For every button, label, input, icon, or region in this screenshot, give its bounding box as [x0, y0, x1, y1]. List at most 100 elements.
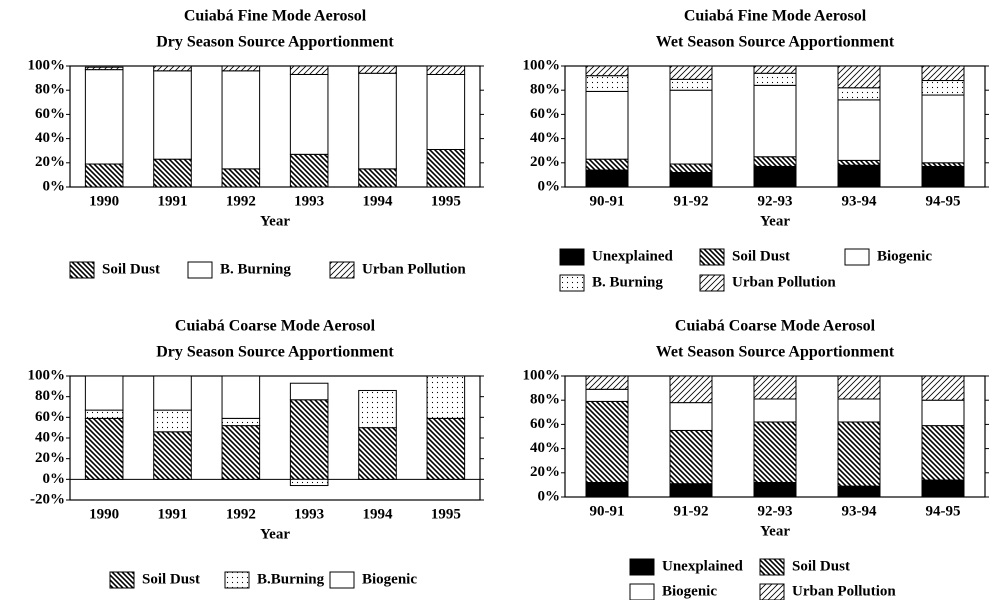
x-tick-label: 1990 [89, 506, 119, 522]
chart-title: Cuiabá Coarse Mode Aerosol [175, 318, 376, 335]
chart-subtitle: Wet Season Source Apportionment [656, 344, 895, 361]
legend-swatch [759, 583, 785, 600]
bar-segment [753, 72, 797, 86]
bar-segment [837, 159, 881, 166]
bar-segment [837, 164, 881, 188]
y-tick-label: 100% [523, 57, 561, 73]
bar-segment [669, 171, 713, 188]
plot-frame [69, 65, 481, 188]
bar-segment [585, 481, 629, 498]
bar-segment [221, 375, 261, 419]
y-tick-label: 40% [35, 130, 65, 146]
bar-segment [221, 425, 261, 480]
x-tick-label: 1994 [363, 506, 394, 522]
bar-segment [84, 163, 124, 188]
bar-segment [153, 158, 192, 188]
bar-segment [921, 162, 965, 167]
bar-segment [753, 84, 797, 158]
y-tick-label: 60% [35, 409, 65, 425]
bar-segment [669, 402, 713, 431]
legend-label: B. Burning [592, 274, 663, 290]
bar-segment [837, 87, 881, 101]
legend-swatch [559, 274, 585, 292]
bar-segment [84, 66, 124, 71]
bar-segment [358, 65, 397, 74]
x-tick-label: 91-92 [674, 193, 709, 209]
x-tick-label: 90-91 [590, 503, 625, 519]
bar-segment [753, 481, 797, 498]
y-tick-label: 40% [530, 440, 560, 456]
chart-subtitle: Wet Season Source Apportionment [656, 34, 895, 51]
legend-swatch [224, 571, 250, 589]
x-tick-label: 93-94 [842, 503, 877, 519]
y-tick-label: 40% [530, 130, 560, 146]
x-tick-label: 1992 [226, 193, 256, 209]
bar-segment [84, 375, 124, 411]
legend-swatch [699, 248, 725, 266]
y-tick-label: 20% [530, 154, 560, 170]
x-tick-label: 93-94 [842, 193, 877, 209]
y-tick-label: 80% [35, 82, 65, 98]
legend-swatch [629, 558, 655, 576]
bar-segment [837, 375, 881, 400]
bar-segment [289, 478, 329, 487]
x-tick-label: 1991 [158, 506, 188, 522]
bar-segment [753, 165, 797, 188]
y-tick-label: 0% [538, 488, 561, 504]
legend-label: Soil Dust [102, 261, 160, 277]
legend-label: Biogenic [362, 571, 417, 587]
x-tick-label: 1991 [158, 193, 188, 209]
bar-segment [585, 75, 629, 92]
legend-swatch [109, 571, 135, 589]
y-tick-label: 60% [530, 416, 560, 432]
bar-segment [921, 65, 965, 82]
legend-swatch [329, 571, 355, 589]
bar-segment [289, 73, 329, 155]
x-tick-label: 1995 [431, 193, 461, 209]
legend-swatch [559, 248, 585, 266]
bar-segment [221, 65, 261, 72]
x-tick-label: 90-91 [590, 193, 625, 209]
x-tick-label: 94-95 [926, 193, 961, 209]
bar-segment [921, 375, 965, 401]
bar-segment [753, 65, 797, 74]
bar-segment [84, 409, 124, 419]
bar-segment [221, 70, 261, 170]
bar-segment [426, 148, 466, 188]
bar-segment [669, 89, 713, 165]
bar-segment [358, 72, 397, 170]
legend-swatch [69, 261, 95, 279]
bar-segment [669, 483, 713, 498]
bar-segment [221, 168, 261, 188]
x-tick-label: 94-95 [926, 503, 961, 519]
legend-label: Soil Dust [792, 558, 850, 574]
legend-label: Unexplained [662, 558, 744, 574]
bar-segment [289, 153, 329, 188]
legend-label: Soil Dust [732, 248, 790, 264]
bar-segment [153, 70, 192, 160]
legend-label: Unexplained [592, 248, 674, 264]
x-tick-label: 92-93 [758, 193, 793, 209]
y-tick-label: 80% [35, 388, 65, 404]
x-axis-label: Year [260, 213, 290, 229]
bar-segment [921, 479, 965, 498]
y-tick-label: 0% [43, 471, 66, 487]
legend-label: Biogenic [662, 583, 717, 599]
x-tick-label: 1994 [363, 193, 394, 209]
bar-segment [585, 90, 629, 160]
legend-label: Urban Pollution [732, 274, 836, 290]
y-tick-label: 60% [530, 106, 560, 122]
bar-segment [669, 429, 713, 485]
bar-segment [426, 375, 466, 419]
bar-segment [426, 417, 466, 480]
bar-segment [358, 168, 397, 188]
bar-segment [153, 409, 192, 433]
legend-swatch [699, 274, 725, 292]
legend-label: Urban Pollution [362, 261, 466, 277]
x-tick-label: 1992 [226, 506, 256, 522]
bar-segment [358, 389, 397, 429]
chart-title: Cuiabá Fine Mode Aerosol [684, 8, 867, 25]
chart-title: Cuiabá Coarse Mode Aerosol [675, 318, 876, 335]
legend-swatch [759, 558, 785, 576]
